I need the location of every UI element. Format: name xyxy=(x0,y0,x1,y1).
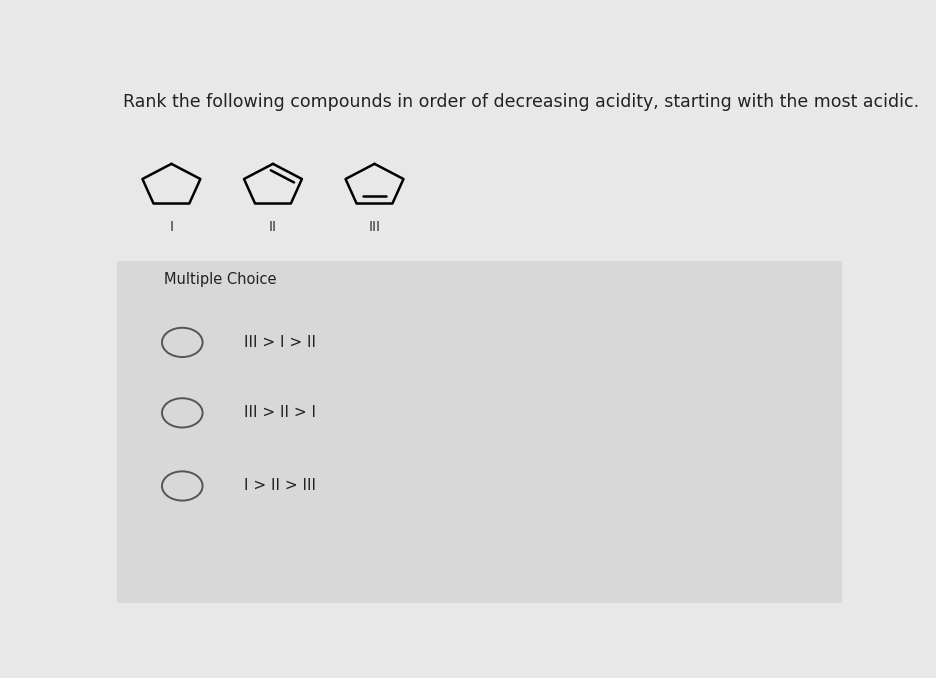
Text: I: I xyxy=(169,220,173,234)
Text: III: III xyxy=(369,220,381,234)
Text: I > II > III: I > II > III xyxy=(244,479,316,494)
Text: II: II xyxy=(269,220,277,234)
Text: III > II > I: III > II > I xyxy=(244,405,316,420)
Text: III > I > II: III > I > II xyxy=(244,335,316,350)
Text: Multiple Choice: Multiple Choice xyxy=(164,272,277,287)
FancyBboxPatch shape xyxy=(117,262,842,603)
Text: Rank the following compounds in order of decreasing acidity, starting with the m: Rank the following compounds in order of… xyxy=(123,93,919,111)
